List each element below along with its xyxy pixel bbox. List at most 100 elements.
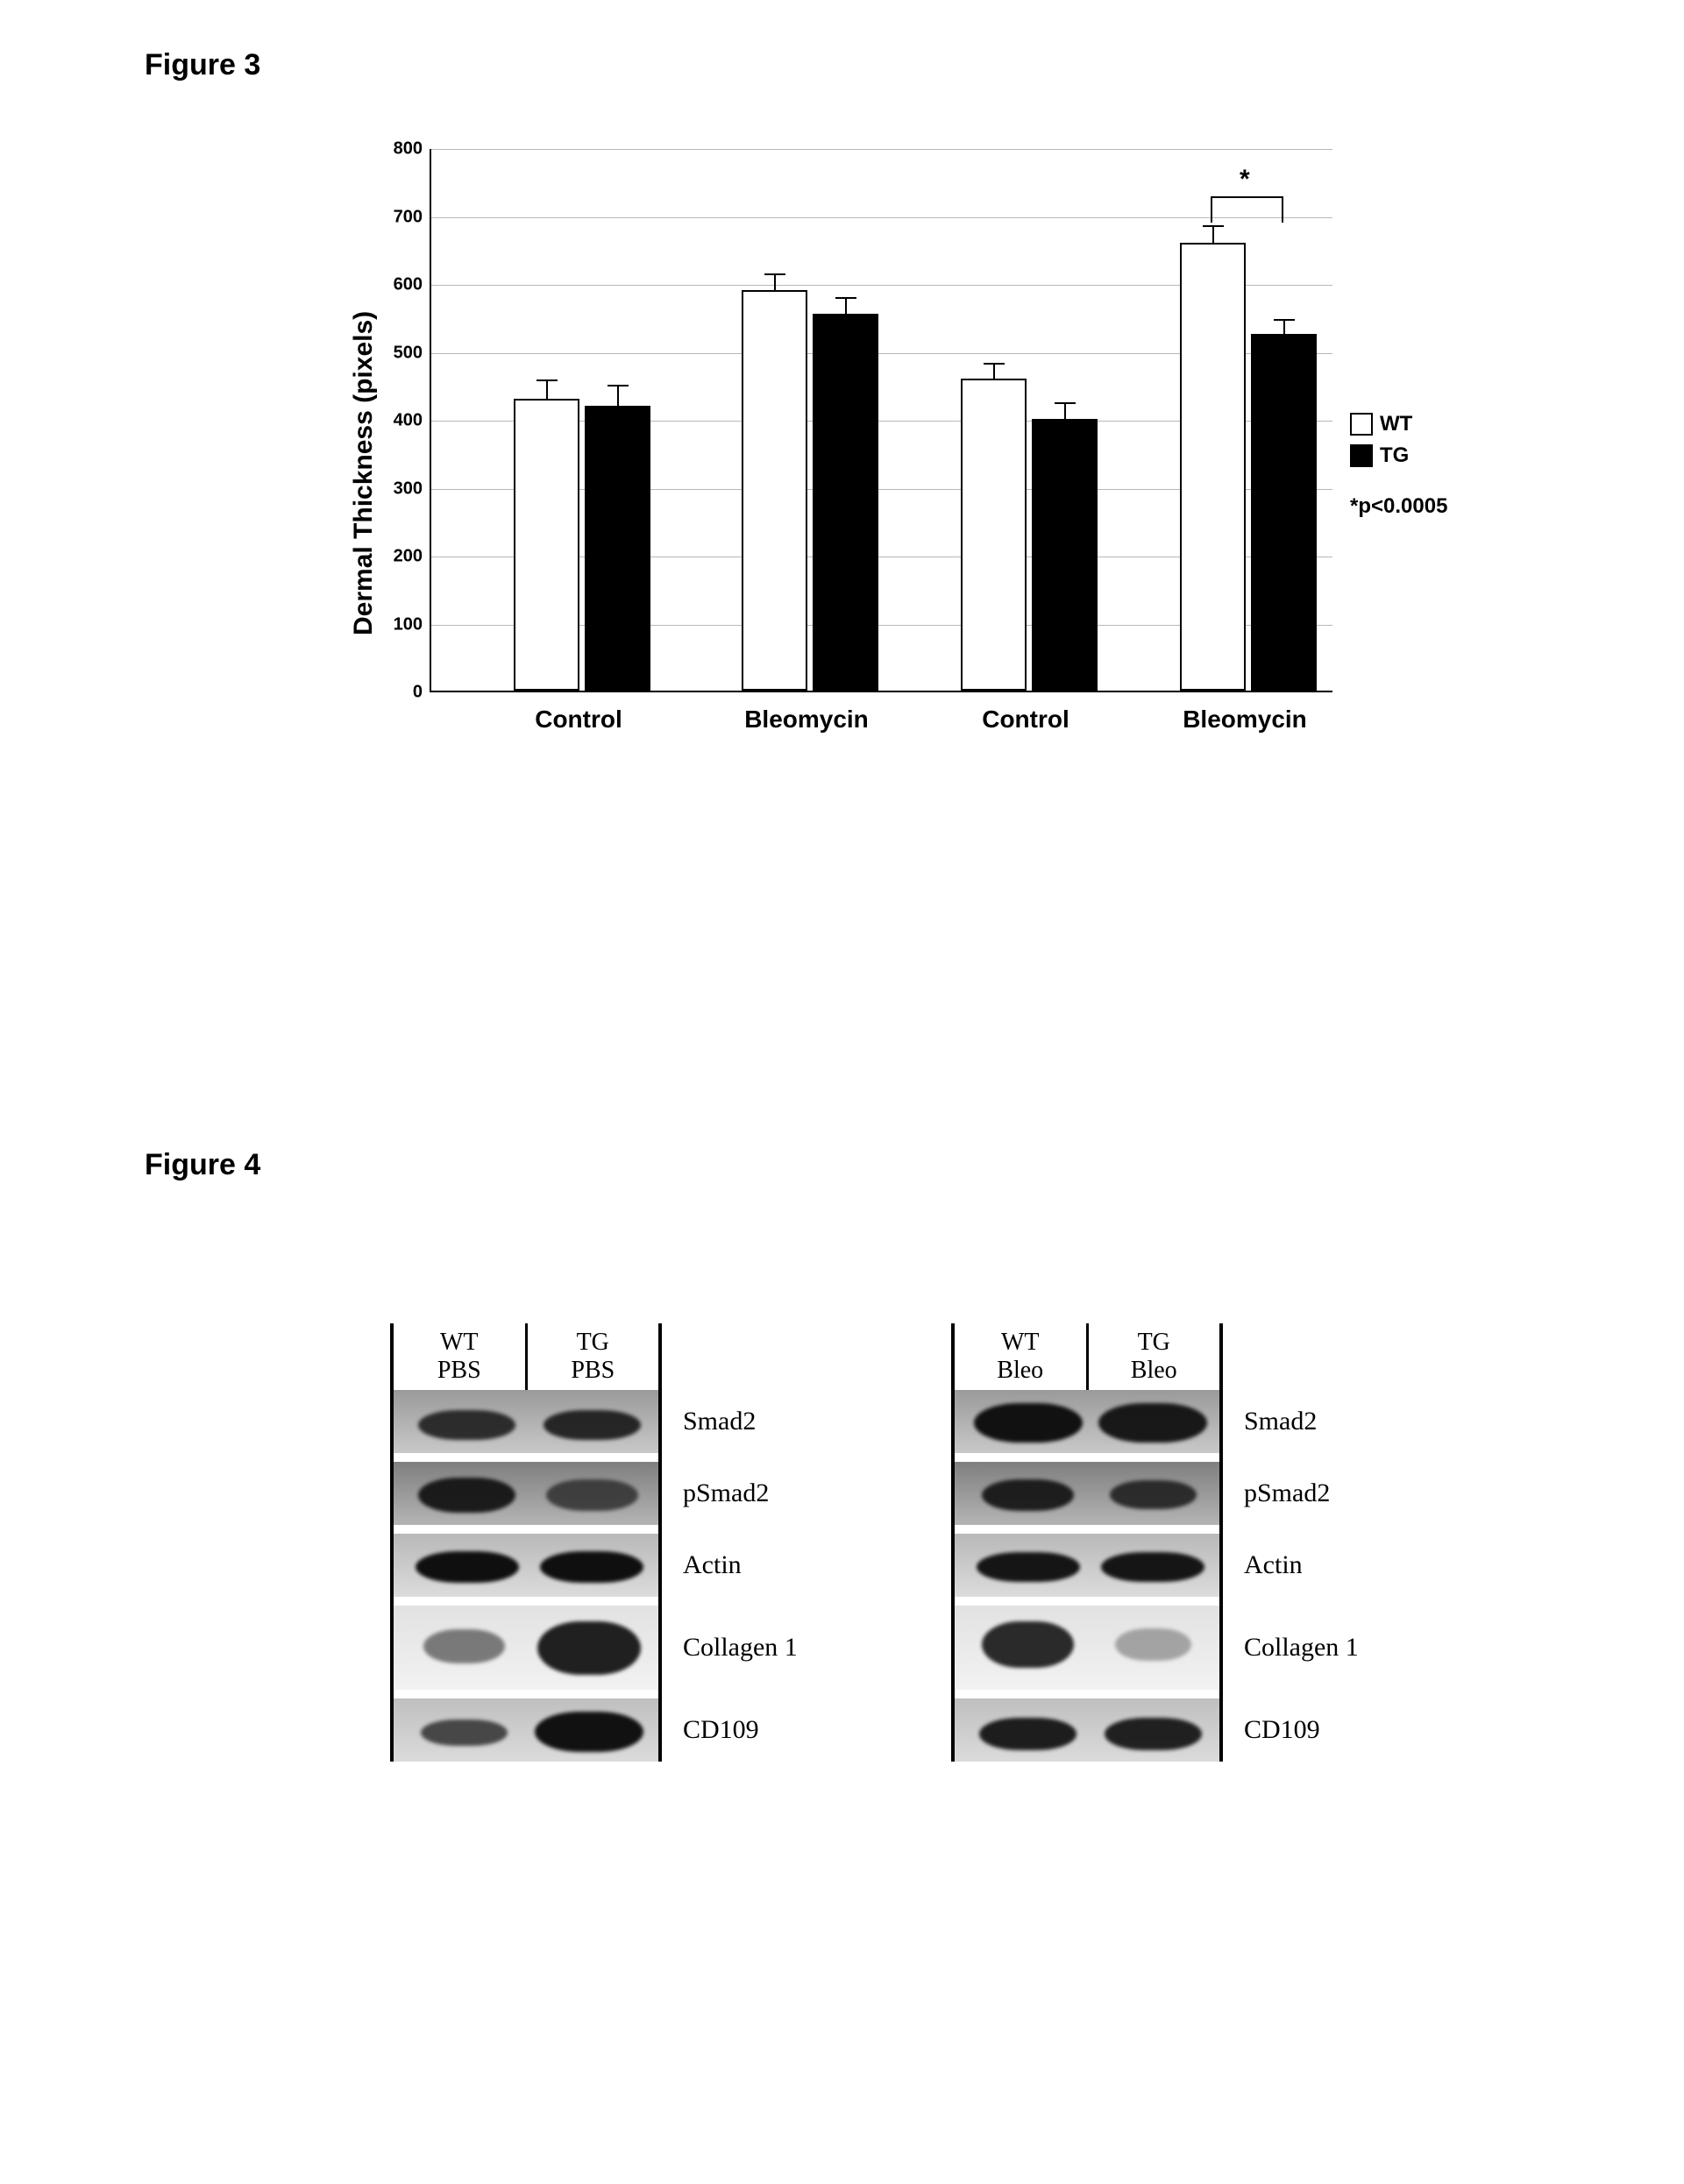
- blot-row: [394, 1462, 658, 1525]
- xaxis-group-label: Bleomycin: [1148, 706, 1341, 734]
- blot-band: [416, 1551, 519, 1583]
- blot-band: [1115, 1628, 1191, 1660]
- ytick-label: 700: [377, 207, 423, 227]
- error-cap: [835, 297, 856, 299]
- blot-band: [418, 1478, 516, 1513]
- error-cap: [1274, 319, 1295, 321]
- xaxis-group-label: Control: [929, 706, 1122, 734]
- blot-band: [1101, 1552, 1204, 1583]
- legend-swatch-wt: [1350, 413, 1373, 436]
- yaxis-title: Dermal Thickness (pixels): [349, 311, 379, 635]
- error-bar: [845, 299, 847, 314]
- blot-band: [982, 1479, 1074, 1511]
- significance-star: *: [1240, 165, 1250, 195]
- error-bar: [993, 365, 995, 379]
- blot-row-label: Actin: [1244, 1550, 1303, 1580]
- ytick-label: 500: [377, 343, 423, 363]
- ytick-label: 800: [377, 139, 423, 160]
- legend-label-wt: WT: [1380, 412, 1412, 436]
- blot-row-label: Actin: [683, 1550, 742, 1580]
- blot-row-label: CD109: [1244, 1715, 1320, 1745]
- ytick-label: 400: [377, 411, 423, 431]
- ytick-label: 300: [377, 479, 423, 499]
- blot-band: [421, 1720, 508, 1746]
- legend-swatch-tg: [1350, 444, 1373, 467]
- blot-header: WTBleoTGBleo: [951, 1323, 1223, 1390]
- figure4-label: Figure 4: [145, 1148, 260, 1182]
- xaxis-group-label: Control: [482, 706, 675, 734]
- blot-band: [977, 1552, 1080, 1583]
- blot-row: [394, 1606, 658, 1690]
- error-cap: [1055, 402, 1076, 404]
- blot-column-header: TGBleo: [1086, 1323, 1220, 1390]
- blot-band: [540, 1551, 643, 1583]
- blot-row: [955, 1462, 1219, 1525]
- blot-band: [979, 1718, 1077, 1750]
- blot-band: [982, 1621, 1074, 1669]
- figure3-chart: Dermal Thickness (pixels) * WT TG *p<0.0…: [324, 149, 1464, 780]
- plot-area: *: [430, 149, 1332, 692]
- blot-row-label: Smad2: [683, 1407, 756, 1436]
- significance-bracket: [1211, 196, 1283, 198]
- bar-tg: [813, 314, 878, 691]
- blot-band: [423, 1629, 505, 1663]
- error-bar: [1064, 404, 1066, 419]
- ytick-label: 0: [377, 683, 423, 703]
- legend-item-tg: TG: [1350, 443, 1447, 468]
- blot-band: [546, 1479, 638, 1511]
- bar-tg: [1032, 419, 1098, 691]
- blot-header: WTPBSTGPBS: [390, 1323, 662, 1390]
- blot-rows: [390, 1390, 662, 1762]
- gridline: [431, 149, 1332, 150]
- gridline: [431, 217, 1332, 218]
- blot-rows: [951, 1390, 1223, 1762]
- error-cap: [1203, 225, 1224, 227]
- error-cap: [764, 273, 785, 275]
- figure3-label: Figure 3: [145, 48, 260, 82]
- legend-item-wt: WT: [1350, 412, 1447, 436]
- blot-row: [394, 1534, 658, 1597]
- blot-row: [955, 1390, 1219, 1453]
- error-cap: [536, 379, 558, 381]
- xaxis-group-label: Bleomycin: [710, 706, 903, 734]
- pvalue-text: *p<0.0005: [1350, 494, 1447, 519]
- blot-row: [394, 1390, 658, 1453]
- bar-tg: [585, 406, 650, 691]
- blot-row-label: Smad2: [1244, 1407, 1317, 1436]
- significance-bracket-drop: [1211, 196, 1212, 223]
- blot-row-label: pSmad2: [683, 1478, 769, 1508]
- significance-bracket-drop: [1282, 196, 1283, 223]
- error-cap: [608, 385, 629, 386]
- blot-column-header: WTBleo: [955, 1323, 1086, 1390]
- bar-wt: [742, 290, 807, 691]
- figure4-blots: WTPBSTGPBS Smad2 pSmad2 Actin Collagen 1 CD10…: [390, 1323, 1354, 1937]
- chart-legend: WT TG *p<0.0005: [1350, 412, 1447, 519]
- error-cap: [984, 363, 1005, 365]
- legend-label-tg: TG: [1380, 443, 1409, 468]
- error-bar: [617, 386, 619, 406]
- blot-row-label: Collagen 1: [683, 1633, 798, 1663]
- bar-wt: [961, 379, 1027, 691]
- blot-band: [1105, 1718, 1203, 1750]
- blot-row: [955, 1534, 1219, 1597]
- error-bar: [1212, 227, 1214, 242]
- blot-band: [535, 1712, 643, 1752]
- blot-panel: WTPBSTGPBS: [390, 1323, 662, 1762]
- error-bar: [546, 381, 548, 398]
- blot-column-header: WTPBS: [394, 1323, 525, 1390]
- ytick-label: 200: [377, 547, 423, 567]
- blot-band: [418, 1410, 516, 1441]
- blot-row-label: Collagen 1: [1244, 1633, 1359, 1663]
- blot-band: [974, 1403, 1083, 1443]
- blot-band: [544, 1410, 642, 1441]
- error-bar: [1283, 321, 1285, 335]
- blot-row-label: pSmad2: [1244, 1478, 1330, 1508]
- blot-column-header: TGPBS: [525, 1323, 659, 1390]
- blot-band: [537, 1621, 641, 1675]
- blot-panel: WTBleoTGBleo: [951, 1323, 1223, 1762]
- blot-row: [955, 1606, 1219, 1690]
- blot-row: [955, 1698, 1219, 1762]
- bar-wt: [514, 399, 579, 691]
- error-bar: [774, 275, 776, 290]
- blot-row: [394, 1698, 658, 1762]
